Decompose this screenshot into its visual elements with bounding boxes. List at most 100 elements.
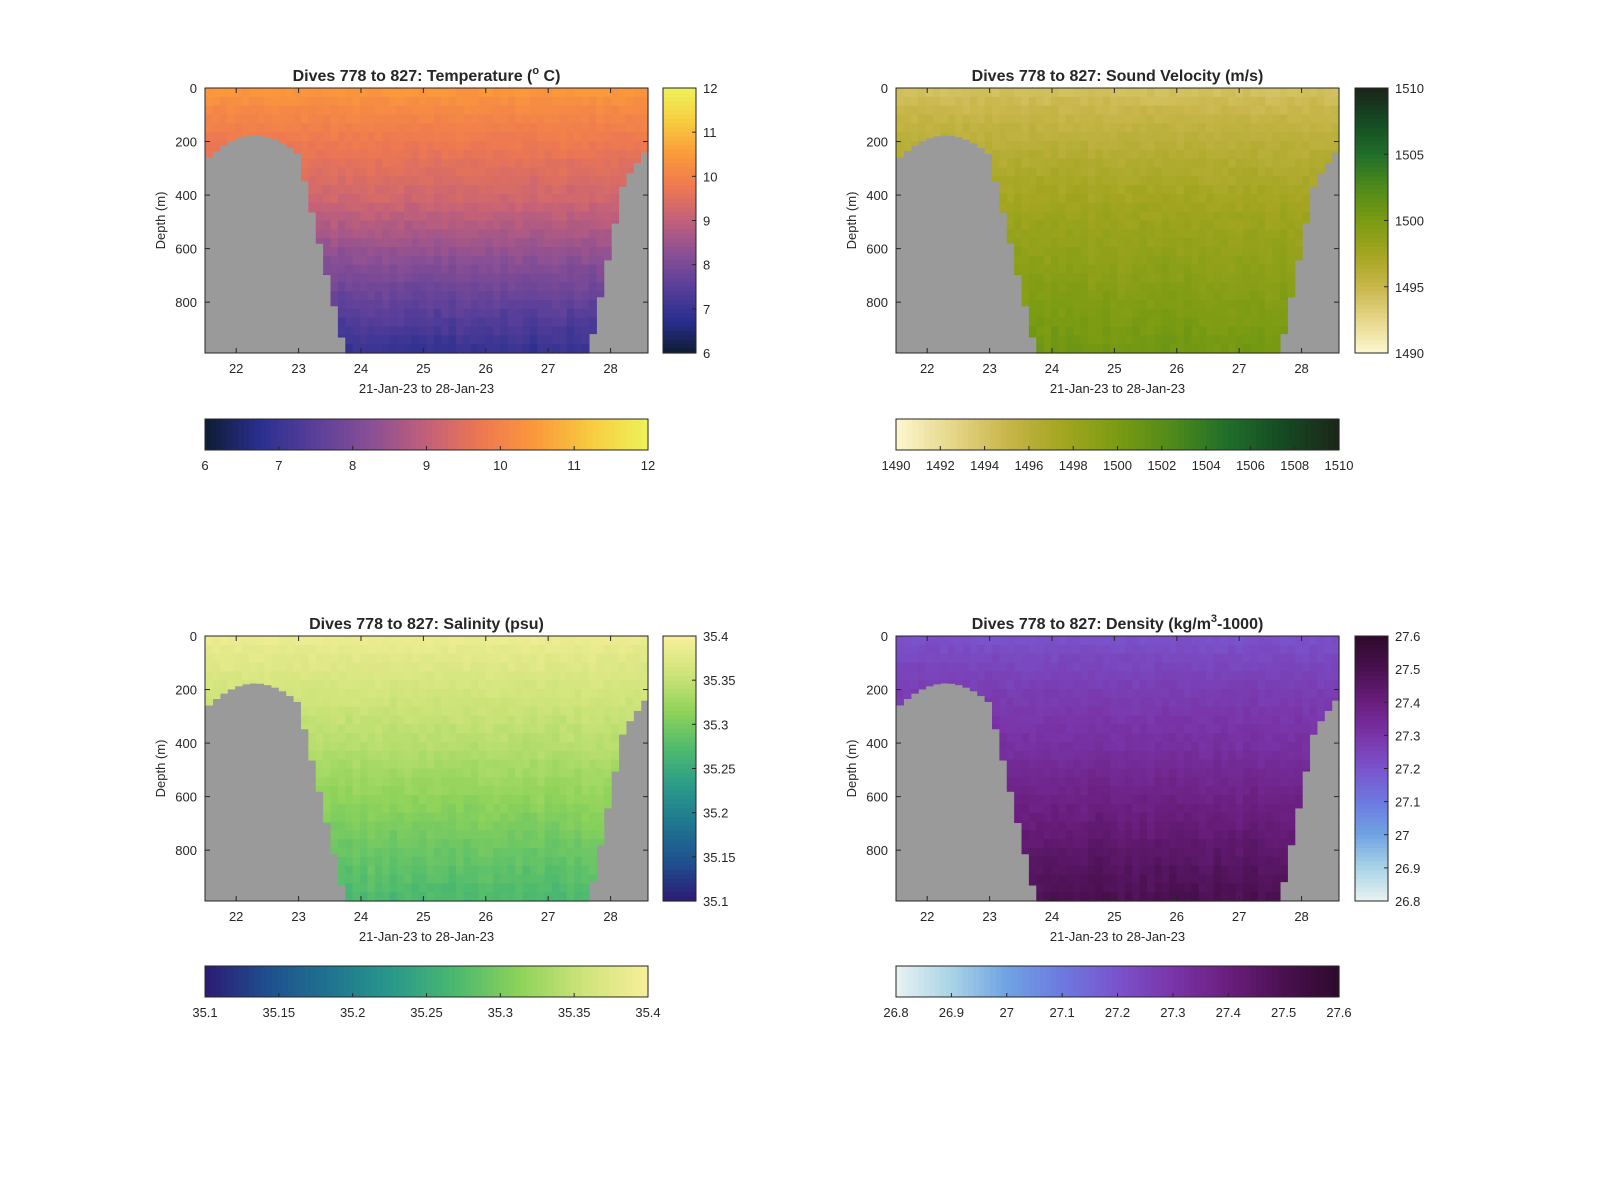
- heatmap-cell: [1228, 158, 1237, 169]
- heatmap-cell: [1331, 141, 1340, 151]
- heatmap-cell: [426, 158, 435, 169]
- heatmap-cell: [1228, 247, 1237, 257]
- heatmap-cell: [596, 132, 605, 142]
- heatmap-cell: [419, 220, 428, 230]
- heatmap-cell: [1065, 220, 1074, 230]
- heatmap-cell: [529, 892, 538, 902]
- heatmap-cell: [507, 874, 516, 884]
- heatmap-cell: [1014, 803, 1023, 814]
- heatmap-cell: [337, 317, 346, 328]
- colorbar-horizontal-segment: [564, 966, 572, 997]
- heatmap-cell: [581, 768, 590, 778]
- heatmap-cell: [227, 680, 236, 690]
- heatmap-cell: [574, 291, 583, 301]
- colorbar-vertical-segment: [663, 781, 696, 787]
- heatmap-cell: [559, 874, 568, 884]
- heatmap-cell: [910, 671, 919, 681]
- heatmap-cell: [1265, 114, 1274, 124]
- heatmap-cell: [1124, 229, 1133, 239]
- heatmap-cell: [441, 326, 450, 336]
- colorbar-horizontal-segment: [1172, 419, 1180, 450]
- heatmap-cell: [441, 874, 450, 884]
- colorbar-vertical-segment: [1355, 317, 1388, 323]
- heatmap-cell: [1287, 96, 1296, 107]
- heatmap-cell: [1043, 229, 1052, 239]
- heatmap-cell: [1036, 768, 1045, 778]
- heatmap-cell: [367, 344, 376, 354]
- heatmap-cell: [588, 724, 597, 734]
- heatmap-cell: [1028, 185, 1037, 195]
- heatmap-cell: [212, 88, 221, 98]
- heatmap-cell: [1110, 255, 1119, 266]
- heatmap-cell: [1183, 202, 1192, 213]
- heatmap-cell: [999, 733, 1008, 743]
- heatmap-cell: [984, 636, 993, 646]
- heatmap-cell: [1036, 194, 1045, 204]
- colorbar-vertical-segment: [1355, 198, 1388, 204]
- heatmap-cell: [330, 211, 339, 222]
- heatmap-cell: [485, 202, 494, 213]
- heatmap-cell: [544, 264, 553, 275]
- heatmap-cell: [308, 149, 317, 160]
- heatmap-cell: [300, 644, 309, 655]
- heatmap-cell: [1006, 96, 1015, 107]
- heatmap-cell: [925, 114, 934, 124]
- heatmap-cell: [552, 211, 560, 222]
- heatmap-cell: [1006, 238, 1015, 244]
- heatmap-cell: [1220, 211, 1229, 222]
- heatmap-cell: [426, 123, 435, 133]
- heatmap-cell: [500, 282, 509, 292]
- heatmap-cell: [552, 662, 560, 672]
- heatmap-cell: [389, 114, 398, 124]
- heatmap-cell: [389, 176, 398, 186]
- heatmap-cell: [433, 114, 442, 124]
- heatmap-cell: [1161, 158, 1170, 169]
- heatmap-cell: [544, 105, 553, 116]
- heatmap-cell: [552, 812, 560, 823]
- colorbar-horizontal-segment: [1089, 419, 1096, 450]
- heatmap-cell: [286, 141, 295, 149]
- heatmap-cell: [478, 255, 487, 266]
- heatmap-cell: [470, 777, 479, 787]
- heatmap-cell: [581, 141, 590, 151]
- heatmap-cell: [1161, 300, 1170, 310]
- heatmap-cell: [1073, 194, 1082, 204]
- heatmap-cell: [374, 715, 383, 725]
- heatmap-cell: [529, 291, 538, 301]
- heatmap-cell: [1110, 247, 1119, 257]
- heatmap-cell: [426, 795, 435, 805]
- colorbar-horizontal-segment: [227, 419, 234, 450]
- heatmap-cell: [419, 105, 428, 116]
- heatmap-cell: [574, 238, 583, 248]
- chart-title: Dives 778 to 827: Sound Velocity (m/s): [972, 68, 1264, 85]
- heatmap-cell: [1036, 742, 1045, 752]
- colorbar-vertical-segment: [663, 141, 696, 147]
- heatmap-cell: [456, 777, 465, 787]
- colorbar-vertical-segment: [1355, 202, 1388, 208]
- heatmap-cell: [1014, 812, 1023, 823]
- x-axis-label: 21-Jan-23 to 28-Jan-23: [359, 381, 494, 396]
- colorbar-horizontal-segment: [1217, 419, 1224, 450]
- heatmap-cell: [566, 344, 575, 354]
- heatmap-cell: [463, 291, 472, 301]
- heatmap-cell: [212, 141, 221, 151]
- heatmap-cell: [544, 856, 553, 867]
- heatmap-cell: [264, 132, 273, 138]
- heatmap-cell: [1257, 264, 1266, 275]
- colorbar-vertical-segment: [663, 211, 696, 217]
- heatmap-cell: [910, 653, 919, 664]
- heatmap-cell: [529, 176, 538, 186]
- heatmap-cell: [910, 141, 919, 146]
- heatmap-cell: [1058, 247, 1067, 257]
- heatmap-cell: [1154, 167, 1163, 177]
- heatmap-cell: [559, 132, 568, 142]
- heatmap-cell: [500, 742, 509, 752]
- heatmap-cell: [507, 96, 516, 107]
- heatmap-cell: [1014, 202, 1023, 213]
- colorbar-horizontal-segment: [504, 966, 511, 997]
- heatmap-cell: [1243, 238, 1251, 248]
- heatmap-cell: [566, 777, 575, 787]
- heatmap-cell: [345, 653, 354, 664]
- heatmap-cell: [367, 132, 376, 142]
- heatmap-cell: [256, 123, 265, 133]
